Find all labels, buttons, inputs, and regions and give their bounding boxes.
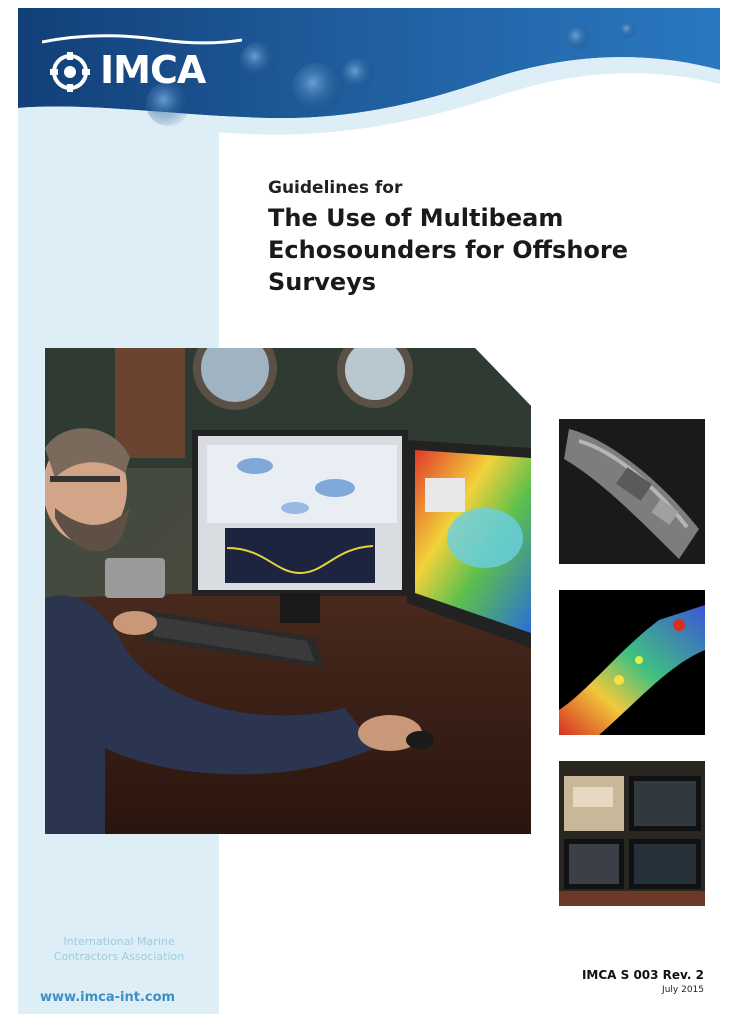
document-date: July 2015 <box>662 985 704 995</box>
cover-page: IMCA Guidelines for The Use of Multibeam… <box>18 8 720 1014</box>
document-code: IMCA S 003 Rev. 2 <box>581 968 704 982</box>
header-banner <box>18 8 720 135</box>
main-title: The Use of Multibeam Echosounders for Of… <box>268 202 688 298</box>
org-line: International Marine <box>63 935 175 948</box>
title-line: Echosounders for Offshore <box>268 236 629 264</box>
logo-wave-icon <box>42 34 242 92</box>
thumbnail-wreck-scan <box>559 419 705 564</box>
imca-logo: IMCA <box>42 34 242 104</box>
title-block: Guidelines for The Use of Multibeam Echo… <box>268 178 688 298</box>
thumbnail-control-room <box>559 761 705 906</box>
logo-text: IMCA <box>100 48 206 92</box>
website-link[interactable]: www.imca-int.com <box>40 990 176 1005</box>
organization-name: International Marine Contractors Associa… <box>44 934 194 964</box>
title-line: The Use of Multibeam <box>268 204 564 232</box>
org-line: Contractors Association <box>53 950 185 963</box>
pre-title: Guidelines for <box>268 178 403 198</box>
title-line: Surveys <box>268 268 377 296</box>
main-photo <box>45 348 531 834</box>
thumbnail-bathymetry <box>559 590 705 735</box>
document-reference: IMCA S 003 Rev. 2 July 2015 <box>582 968 704 995</box>
